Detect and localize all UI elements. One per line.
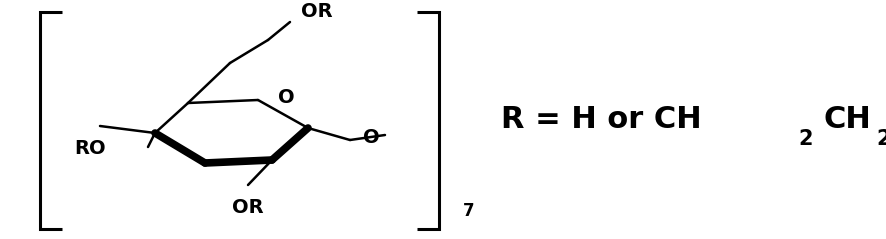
Text: 2: 2 [797, 129, 812, 149]
Text: CH: CH [822, 105, 870, 134]
Text: RO: RO [74, 138, 105, 158]
Text: OR: OR [300, 2, 332, 21]
Text: O: O [363, 128, 379, 147]
Text: 2: 2 [875, 129, 886, 149]
Text: R = H or CH: R = H or CH [501, 105, 701, 134]
Text: OR: OR [232, 198, 263, 217]
Text: O: O [277, 88, 294, 107]
Text: 7: 7 [462, 202, 474, 220]
